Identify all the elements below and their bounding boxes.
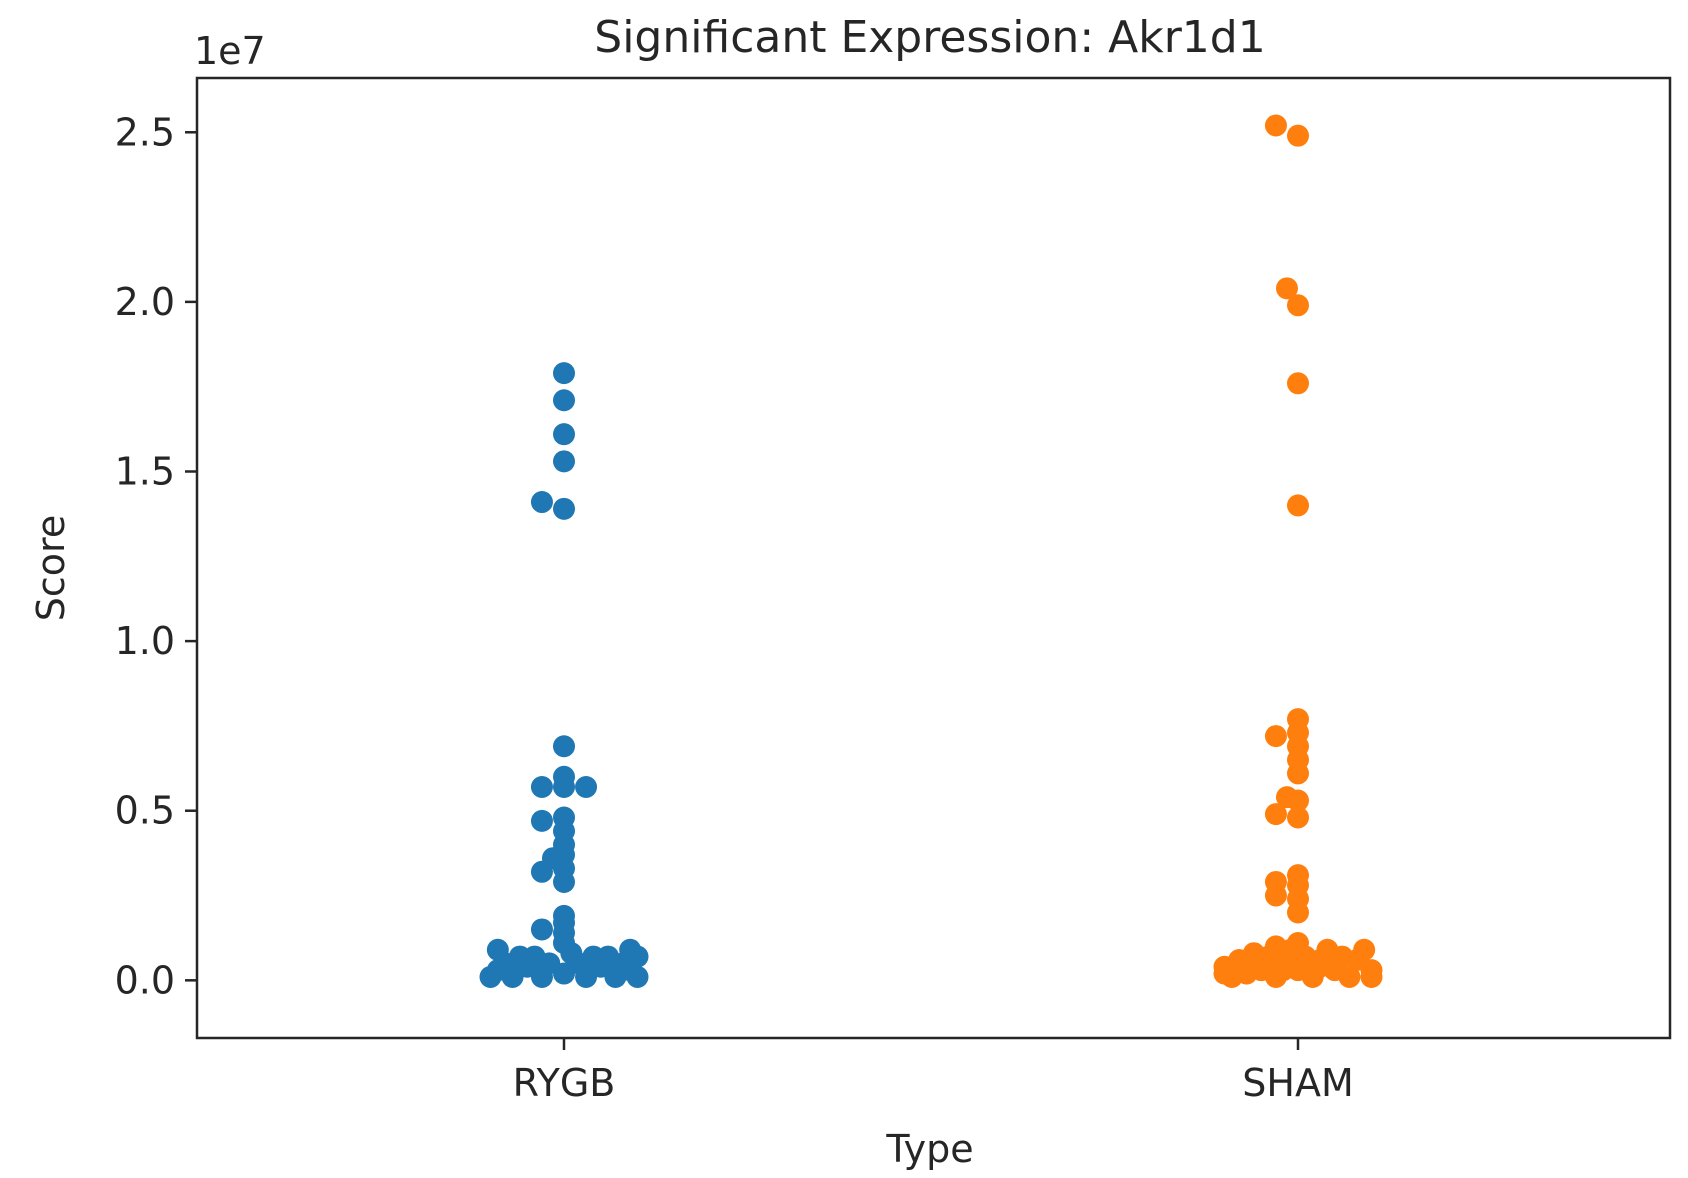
y-tick-label: 1.0 (115, 619, 175, 663)
data-point-rygb (575, 775, 598, 798)
y-tick-label: 0.5 (115, 789, 175, 833)
data-point-sham (1287, 901, 1309, 924)
data-point-rygb (530, 860, 553, 883)
data-point-sham (1353, 938, 1376, 961)
data-point-sham (1287, 806, 1309, 829)
data-point-rygb (553, 870, 575, 893)
data-point-sham (1264, 884, 1287, 907)
data-point-rygb (523, 945, 546, 968)
chart-title: Significant Expression: Akr1d1 (594, 12, 1265, 63)
data-point-sham (1287, 372, 1309, 395)
data-point-rygb (582, 945, 605, 968)
data-point-sham (1287, 494, 1309, 517)
data-point-rygb (530, 918, 553, 941)
data-point-sham (1272, 959, 1295, 982)
data-point-sham (1287, 294, 1309, 317)
data-points (479, 114, 1383, 988)
y-axis-label: Score (29, 515, 73, 621)
data-point-rygb (486, 959, 509, 982)
data-point-rygb (619, 959, 642, 982)
data-point-rygb (553, 497, 575, 520)
data-point-sham (1264, 803, 1287, 826)
data-point-rygb (553, 362, 575, 385)
y-tick-label: 2.0 (115, 280, 175, 324)
y-axis-multiplier: 1e7 (194, 29, 266, 73)
y-tick-label: 2.5 (115, 110, 175, 154)
data-point-rygb (530, 775, 553, 798)
data-point-rygb (553, 450, 575, 473)
data-point-sham (1338, 965, 1361, 988)
data-point-rygb (530, 809, 553, 832)
data-point-rygb (553, 423, 575, 446)
data-point-sham (1213, 962, 1236, 985)
data-point-sham (1309, 955, 1332, 978)
data-point-rygb (560, 942, 583, 965)
x-axis-label: Type (885, 1127, 973, 1171)
data-point-sham (1360, 965, 1383, 988)
plot-area-frame (195, 76, 1672, 1040)
y-tick-label: 1.5 (115, 449, 175, 493)
data-point-sham (1287, 762, 1309, 785)
data-point-sham (1264, 114, 1287, 137)
data-point-rygb (530, 491, 553, 514)
data-point-rygb (553, 735, 575, 758)
data-point-sham (1275, 277, 1298, 300)
data-point-rygb (553, 389, 575, 412)
y-tick-label: 0.0 (115, 958, 175, 1002)
data-point-sham (1264, 725, 1287, 748)
data-point-sham (1287, 124, 1309, 147)
data-point-sham (1287, 789, 1309, 812)
axis-ticks: 0.0 0.5 1.0 1.5 2.0 2.5 RYGB SHAM (115, 110, 1354, 1105)
data-point-rygb (553, 775, 575, 798)
x-tick-label: SHAM (1242, 1061, 1353, 1105)
x-tick-label: RYGB (513, 1061, 616, 1105)
